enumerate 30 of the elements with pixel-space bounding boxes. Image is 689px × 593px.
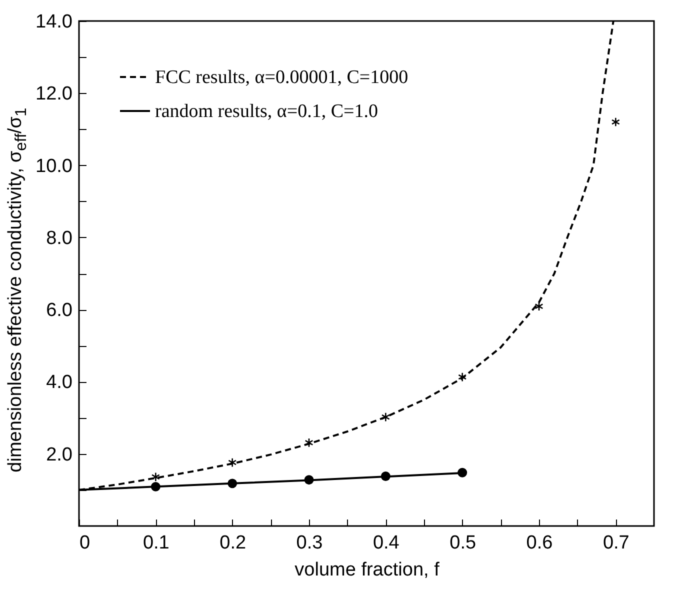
x-tick-label: 0.2 xyxy=(220,532,246,554)
point xyxy=(381,412,390,422)
x-tick-label: 0.5 xyxy=(450,532,476,554)
point xyxy=(611,117,620,127)
point xyxy=(304,475,314,485)
x-tick-label: 0.1 xyxy=(142,532,170,554)
y-tick-label: 14.0 xyxy=(36,12,72,32)
y-tick-label: 10.0 xyxy=(36,156,72,177)
y-tick-label: 6.0 xyxy=(46,300,72,322)
point xyxy=(458,372,467,382)
x-tick-label: 0.6 xyxy=(526,532,553,554)
point xyxy=(458,468,468,478)
legend-label: random results, α=0.1, C=1.0 xyxy=(155,101,378,122)
point xyxy=(228,478,238,488)
point xyxy=(150,482,160,492)
legend-label: FCC results, α=0.00001, C=1000 xyxy=(155,67,408,88)
y-tick-label: 2.0 xyxy=(46,444,72,466)
x-tick-label: 0 xyxy=(80,532,90,554)
x-tick-label: 0.4 xyxy=(372,532,400,554)
x-tick-label: 0.3 xyxy=(296,532,323,554)
point xyxy=(304,438,314,448)
point xyxy=(228,458,237,468)
y-tick-label: 4.0 xyxy=(46,372,72,394)
x-axis-title: volume fraction, f xyxy=(294,560,440,580)
point xyxy=(151,472,160,482)
y-tick-label: 12.0 xyxy=(36,84,72,105)
x-tick-label: 0.7 xyxy=(602,532,630,554)
point xyxy=(380,471,390,481)
y-tick-label: 8.0 xyxy=(46,228,72,249)
point xyxy=(534,301,544,312)
